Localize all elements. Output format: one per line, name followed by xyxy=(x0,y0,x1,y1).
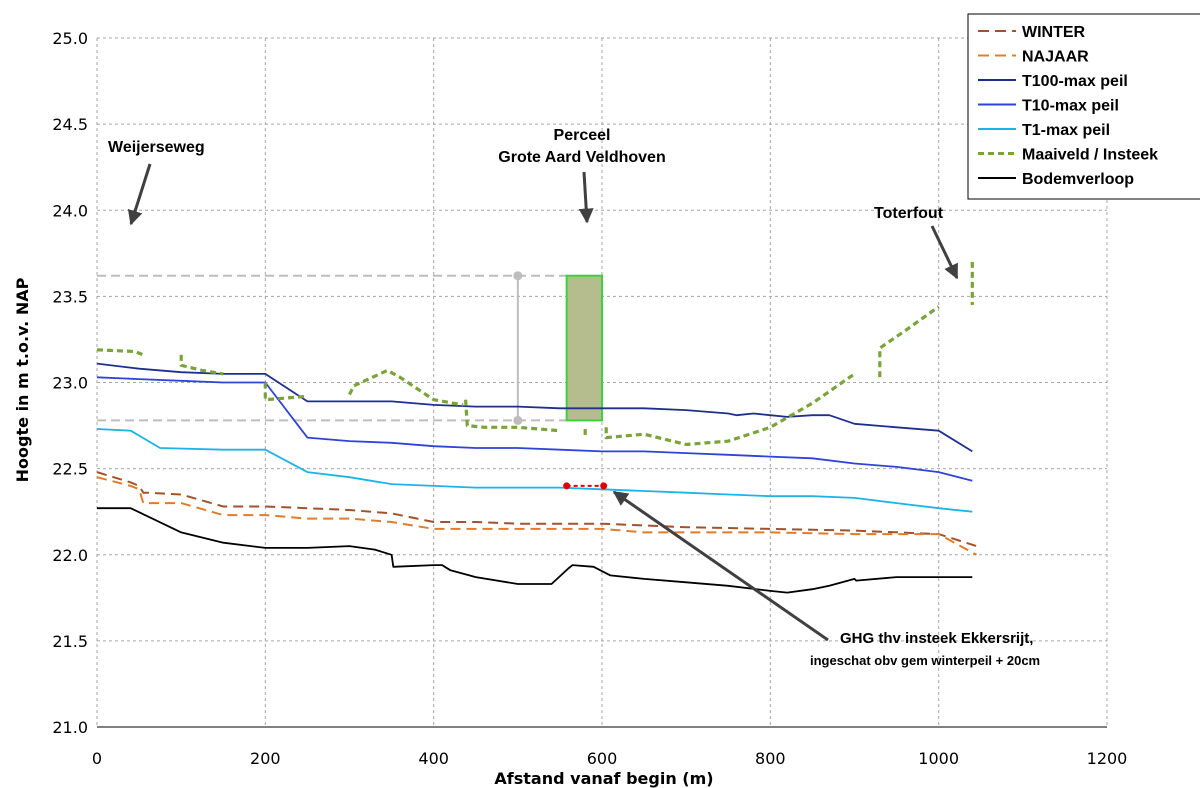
series-line xyxy=(179,354,224,376)
x-tick-labels: 0 200 400 600 800 1000 1200 xyxy=(92,749,1127,768)
x-tick-label: 400 xyxy=(418,749,449,768)
series-line xyxy=(97,507,973,594)
series-line xyxy=(97,348,144,357)
annotation-toterfout: Toterfout xyxy=(874,205,944,222)
y-tick-label: 22.5 xyxy=(52,460,88,479)
x-tick-label: 0 xyxy=(92,749,102,768)
annotations: Weijerseweg Perceel Grote Aard Veldhoven… xyxy=(108,127,1040,668)
y-tick-label: 21.5 xyxy=(52,632,88,651)
legend-label: NAJAAR xyxy=(1022,49,1089,66)
annotation-perceel-line2: Grote Aard Veldhoven xyxy=(498,149,665,166)
series-line xyxy=(97,428,973,513)
series-line xyxy=(348,368,464,407)
y-tick-labels: 21.0 21.5 22.0 22.5 23.0 23.5 24.0 24.5 25.0 xyxy=(52,29,88,737)
series-line xyxy=(97,471,977,548)
series-t1-max-peil xyxy=(97,428,973,513)
ghg-marker xyxy=(563,482,608,490)
series-line xyxy=(263,382,308,402)
arrow-weijerseweg xyxy=(127,163,152,226)
series-winter xyxy=(97,471,977,548)
legend-box xyxy=(967,13,1200,200)
annotation-perceel-line1: Perceel xyxy=(554,127,611,144)
annotation-ghg-line2: ingeschat obv gem winterpeil + 20cm xyxy=(810,653,1040,668)
y-tick-label: 23.5 xyxy=(52,287,88,306)
y-tick-label: 25.0 xyxy=(52,29,88,48)
series-line xyxy=(97,376,973,482)
series-line xyxy=(97,362,973,453)
ghg-point xyxy=(600,482,608,490)
arrow-toterfout xyxy=(930,225,959,280)
series-line xyxy=(604,372,856,447)
x-tick-label: 1000 xyxy=(918,749,959,768)
x-tick-label: 800 xyxy=(755,749,786,768)
arrow-ghg xyxy=(612,490,829,642)
grid-lines xyxy=(96,37,1108,727)
legend-label: T1-max peil xyxy=(1022,122,1110,139)
legend-label: T100-max peil xyxy=(1022,73,1128,90)
x-axis-title: Afstand vanaf begin (m) xyxy=(494,769,713,788)
reference-point xyxy=(513,415,523,425)
series-najaar xyxy=(97,476,977,556)
y-tick-label: 21.0 xyxy=(52,718,88,737)
legend-label: Bodemverloop xyxy=(1022,171,1134,188)
y-tick-label: 24.0 xyxy=(52,201,88,220)
ghg-point xyxy=(563,482,571,490)
series-bodemverloop xyxy=(97,507,973,594)
y-axis-title: Hoogte in m t.o.v. NAP xyxy=(13,277,32,482)
perceel-box xyxy=(565,274,604,422)
x-tick-label: 200 xyxy=(250,749,281,768)
legend: WINTER NAJAAR T100-max peil T10-max peil T1-… xyxy=(967,13,1200,200)
annotation-weijerseweg: Weijerseweg xyxy=(108,139,205,156)
x-tick-label: 1200 xyxy=(1087,749,1128,768)
x-tick-label: 600 xyxy=(587,749,618,768)
series-line xyxy=(464,399,561,433)
series-line xyxy=(878,305,940,378)
series-t100-max-peil xyxy=(97,362,973,453)
reference-point xyxy=(513,271,523,281)
legend-label: Maaiveld / Insteek xyxy=(1022,147,1158,164)
reference-levels xyxy=(97,271,567,425)
legend-label: T10-max peil xyxy=(1022,98,1119,115)
y-tick-label: 22.0 xyxy=(52,546,88,565)
perceel-rect xyxy=(565,274,604,422)
legend-label: WINTER xyxy=(1022,24,1086,41)
series-line xyxy=(97,476,977,556)
y-tick-label: 24.5 xyxy=(52,115,88,134)
series-group xyxy=(97,261,977,594)
series-t10-max-peil xyxy=(97,376,973,482)
series-maaiveld-insteek xyxy=(97,261,974,447)
y-tick-label: 23.0 xyxy=(52,374,88,393)
arrow-perceel xyxy=(578,171,594,224)
annotation-ghg-line1: GHG thv insteek Ekkersrijt, xyxy=(840,630,1033,647)
